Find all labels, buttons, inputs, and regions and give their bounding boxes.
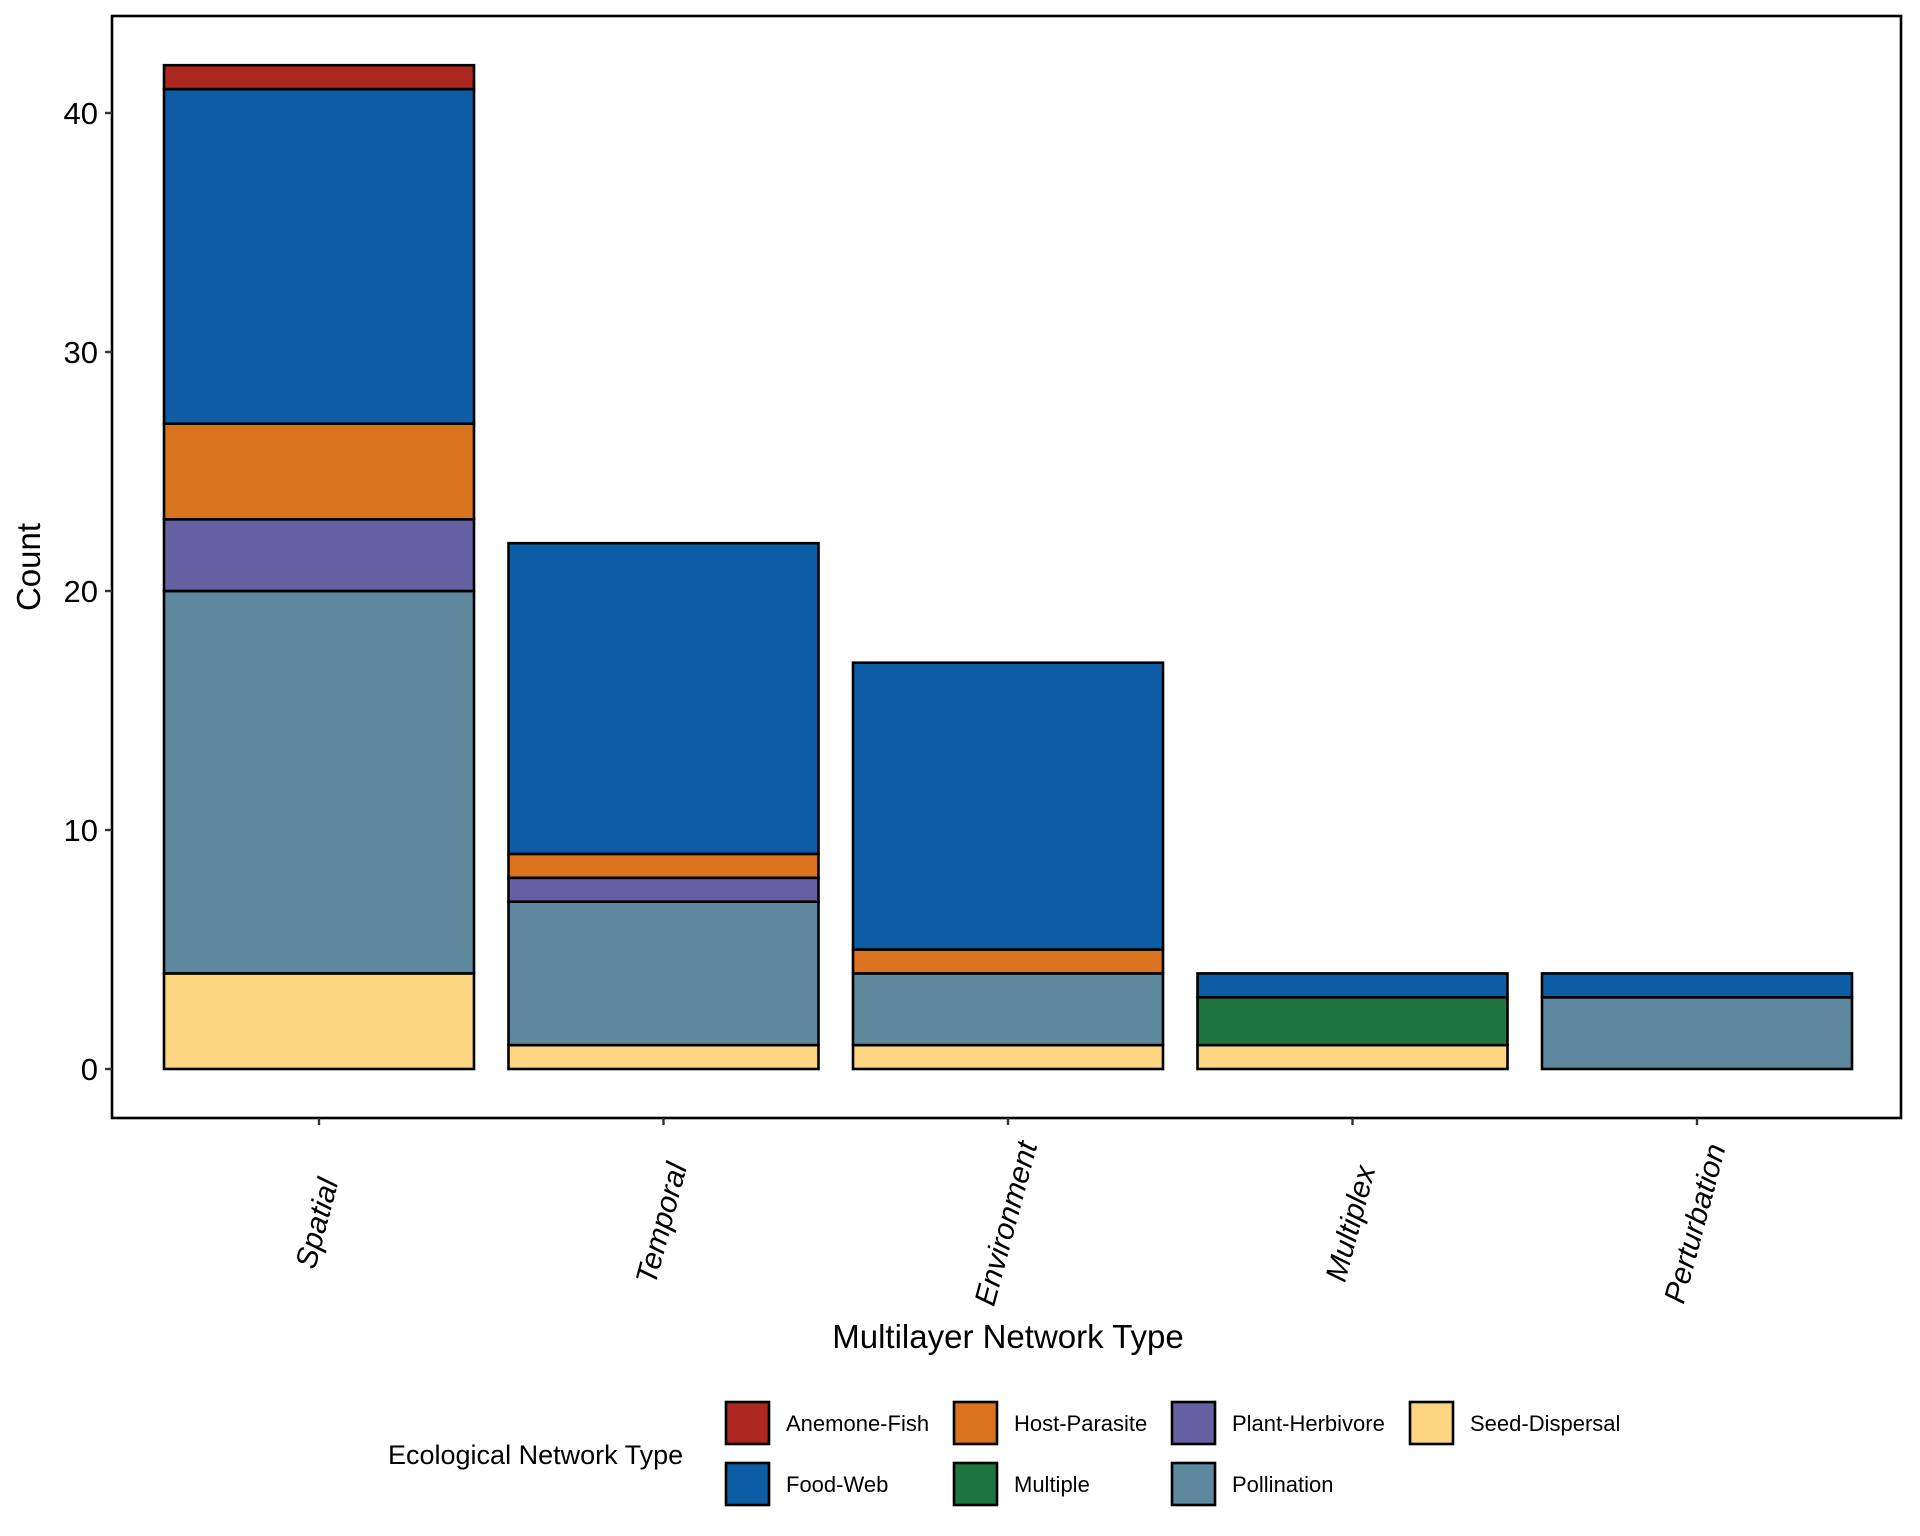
legend-item-anemone-fish: Anemone-Fish [724, 1400, 929, 1446]
bar-stack-spatial [162, 63, 476, 1071]
legend-label-plant-herbivore: Plant-Herbivore [1232, 1411, 1385, 1436]
bar-segment-spatial-anemone-fish [162, 63, 476, 91]
bar-segment-temporal-plant-herbivore [507, 876, 820, 903]
bar-segment-spatial-plant-herbivore [162, 517, 476, 593]
legend-item-pollination: Pollination [1170, 1461, 1334, 1507]
bar-segment-multiplex-seed-dispersal [1196, 1043, 1509, 1071]
bar-stack-environment [851, 661, 1165, 1071]
bar-segment-temporal-host-parasite [507, 852, 820, 880]
bar-segment-environment-host-parasite [851, 948, 1165, 975]
legend-label-multiple: Multiple [1014, 1472, 1090, 1497]
bar-segment-environment-seed-dispersal [851, 1043, 1165, 1071]
legend-title: Ecological Network Type [388, 1440, 683, 1470]
bar-segment-spatial-pollination [162, 589, 476, 975]
legend-item-plant-herbivore: Plant-Herbivore [1170, 1400, 1385, 1446]
bar-segment-environment-food-web [851, 661, 1165, 951]
bar-stack-temporal [507, 541, 820, 1071]
y-tick-label: 30 [64, 335, 98, 370]
bar-segment-spatial-host-parasite [162, 422, 476, 521]
legend-key-multiple [952, 1461, 999, 1507]
legend-item-multiple: Multiple [952, 1461, 1090, 1507]
legend-label-seed-dispersal: Seed-Dispersal [1470, 1411, 1620, 1436]
x-axis-title: Multilayer Network Type [832, 1318, 1184, 1355]
y-tick-label: 10 [64, 813, 98, 848]
legend-key-food-web [724, 1461, 771, 1507]
bar-segment-temporal-seed-dispersal [507, 1043, 820, 1071]
legend-item-food-web: Food-Web [724, 1461, 888, 1507]
bar-segment-multiplex-food-web [1196, 972, 1509, 999]
y-tick-label: 20 [64, 574, 98, 609]
bar-segment-environment-pollination [851, 972, 1165, 1047]
legend-key-host-parasite [952, 1400, 999, 1446]
legend-key-seed-dispersal [1408, 1400, 1455, 1446]
legend-label-food-web: Food-Web [786, 1472, 888, 1497]
bar-segment-perturbation-pollination [1540, 995, 1854, 1071]
legend-item-host-parasite: Host-Parasite [952, 1400, 1147, 1446]
plot-panel-border [110, 14, 1903, 1120]
y-axis-title: Count [10, 523, 47, 611]
bar-segment-spatial-seed-dispersal [162, 972, 476, 1071]
y-axis: 0 10 20 30 40 [64, 96, 112, 1087]
bar-segment-temporal-pollination [507, 900, 820, 1047]
legend-items: Anemone-Fish Host-Parasite Plant-Herbivore… [724, 1400, 1620, 1507]
y-tick-label: 40 [64, 96, 98, 131]
legend-label-anemone-fish: Anemone-Fish [786, 1411, 929, 1436]
bar-segment-temporal-food-web [507, 541, 820, 856]
bar-segment-spatial-food-web [162, 87, 476, 426]
legend-key-plant-herbivore [1170, 1400, 1217, 1446]
legend-item-seed-dispersal: Seed-Dispersal [1408, 1400, 1620, 1446]
bars-layer [162, 63, 1854, 1071]
bar-stack-multiplex [1196, 972, 1509, 1071]
legend-label-host-parasite: Host-Parasite [1014, 1411, 1147, 1436]
bar-segment-perturbation-food-web [1540, 972, 1854, 999]
bar-stack-perturbation [1540, 972, 1854, 1071]
legend: Ecological Network Type Anemone-Fish Host… [388, 1400, 1620, 1507]
legend-label-pollination: Pollination [1232, 1472, 1334, 1497]
y-tick-label: 0 [81, 1052, 98, 1087]
bar-segment-multiplex-multiple [1196, 995, 1509, 1047]
legend-key-pollination [1170, 1461, 1217, 1507]
legend-key-anemone-fish [724, 1400, 771, 1446]
